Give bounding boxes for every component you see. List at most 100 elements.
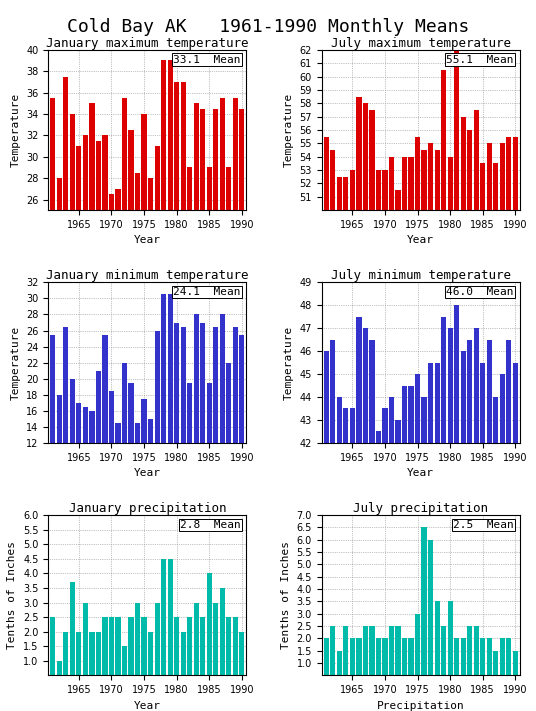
Bar <box>174 82 179 478</box>
Bar <box>96 631 101 690</box>
Bar <box>63 77 69 478</box>
Bar <box>467 626 472 688</box>
Bar <box>57 395 62 539</box>
Bar <box>233 98 238 478</box>
Bar <box>324 137 329 711</box>
X-axis label: Precipitation: Precipitation <box>377 701 465 711</box>
Bar <box>480 363 486 711</box>
Bar <box>324 351 329 711</box>
Bar <box>421 528 427 688</box>
Bar <box>76 402 81 539</box>
Bar <box>161 559 166 690</box>
Text: 33.1  Mean: 33.1 Mean <box>173 55 241 65</box>
Bar <box>115 617 121 690</box>
Bar <box>174 323 179 539</box>
Bar <box>220 588 225 690</box>
Bar <box>200 617 205 690</box>
Bar <box>448 156 453 711</box>
Bar <box>480 638 486 688</box>
Bar <box>193 314 199 539</box>
Bar <box>435 602 440 688</box>
Bar <box>402 385 407 711</box>
Bar <box>226 363 232 539</box>
Bar <box>187 167 192 478</box>
Bar <box>161 294 166 539</box>
Bar <box>226 617 232 690</box>
Bar <box>76 631 81 690</box>
Bar <box>460 351 466 711</box>
X-axis label: Year: Year <box>134 468 161 478</box>
Bar <box>408 385 414 711</box>
Bar <box>396 420 400 711</box>
Bar <box>428 363 433 711</box>
Title: July maximum temperature: July maximum temperature <box>331 37 511 50</box>
X-axis label: Year: Year <box>407 468 434 478</box>
Bar <box>142 399 147 539</box>
Bar <box>50 335 55 539</box>
X-axis label: Year: Year <box>134 701 161 711</box>
Bar <box>382 170 388 711</box>
Bar <box>356 317 361 711</box>
Bar <box>50 617 55 690</box>
Bar <box>500 144 505 711</box>
Bar <box>474 626 479 688</box>
Bar <box>233 617 238 690</box>
Bar <box>467 340 472 711</box>
Bar <box>83 407 88 539</box>
Bar <box>487 340 492 711</box>
Title: July minimum temperature: July minimum temperature <box>331 269 511 282</box>
X-axis label: Year: Year <box>407 235 434 245</box>
Bar <box>142 114 147 478</box>
Bar <box>376 638 381 688</box>
Bar <box>83 602 88 690</box>
X-axis label: Year: Year <box>134 235 161 245</box>
Bar <box>142 617 147 690</box>
Bar <box>350 408 355 711</box>
Bar <box>90 631 94 690</box>
Bar <box>330 626 336 688</box>
Bar <box>135 173 140 478</box>
Bar <box>421 397 427 711</box>
Bar <box>500 374 505 711</box>
Bar <box>239 109 244 478</box>
Bar <box>129 383 133 539</box>
Bar <box>102 617 108 690</box>
Bar <box>109 194 114 478</box>
Bar <box>200 109 205 478</box>
Bar <box>460 638 466 688</box>
Bar <box>154 146 160 478</box>
Bar <box>193 103 199 478</box>
Bar <box>70 582 75 690</box>
Bar <box>181 631 186 690</box>
Bar <box>207 167 212 478</box>
Bar <box>343 408 348 711</box>
Y-axis label: Tenths of Inches: Tenths of Inches <box>281 541 291 649</box>
Bar <box>376 170 381 711</box>
Bar <box>154 602 160 690</box>
Bar <box>441 317 446 711</box>
Bar <box>500 638 505 688</box>
Bar <box>389 397 394 711</box>
Bar <box>448 602 453 688</box>
Y-axis label: Temperature: Temperature <box>284 93 294 167</box>
Bar <box>513 363 518 711</box>
Bar <box>428 540 433 688</box>
Bar <box>213 326 218 539</box>
Bar <box>122 646 127 690</box>
Bar <box>356 97 361 711</box>
Bar <box>220 98 225 478</box>
Bar <box>454 305 459 711</box>
Bar <box>187 383 192 539</box>
Bar <box>474 110 479 711</box>
Bar <box>343 177 348 711</box>
Bar <box>396 626 400 688</box>
Bar <box>96 141 101 478</box>
Bar <box>207 573 212 690</box>
Bar <box>441 70 446 711</box>
Bar <box>369 340 375 711</box>
Bar <box>337 397 342 711</box>
Bar <box>90 103 94 478</box>
Bar <box>122 363 127 539</box>
Bar <box>408 156 414 711</box>
Bar <box>226 167 232 478</box>
